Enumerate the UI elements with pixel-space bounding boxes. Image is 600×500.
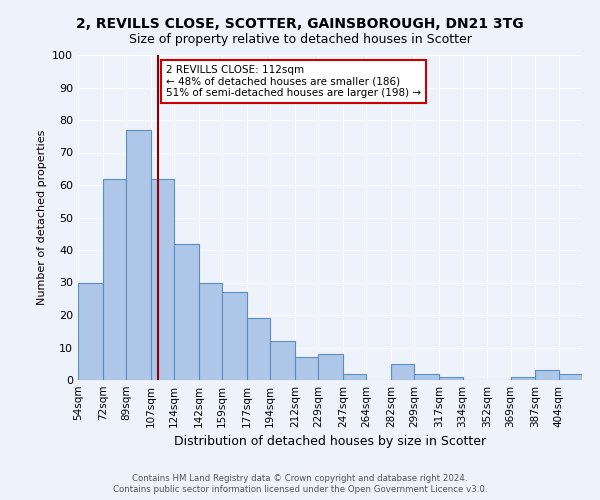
Bar <box>439 377 463 380</box>
Bar <box>151 178 174 380</box>
Bar <box>319 354 343 380</box>
Text: 2 REVILLS CLOSE: 112sqm
← 48% of detached houses are smaller (186)
51% of semi-d: 2 REVILLS CLOSE: 112sqm ← 48% of detache… <box>166 64 421 98</box>
X-axis label: Distribution of detached houses by size in Scotter: Distribution of detached houses by size … <box>174 436 486 448</box>
Text: 2, REVILLS CLOSE, SCOTTER, GAINSBOROUGH, DN21 3TG: 2, REVILLS CLOSE, SCOTTER, GAINSBOROUGH,… <box>76 18 524 32</box>
Y-axis label: Number of detached properties: Number of detached properties <box>37 130 47 305</box>
Bar <box>78 282 103 380</box>
Bar <box>415 374 439 380</box>
Bar <box>391 364 415 380</box>
Bar <box>199 282 222 380</box>
Bar <box>222 292 247 380</box>
Bar <box>247 318 270 380</box>
Bar <box>270 341 295 380</box>
Bar <box>511 377 535 380</box>
Text: Size of property relative to detached houses in Scotter: Size of property relative to detached ho… <box>128 32 472 46</box>
Bar <box>103 178 126 380</box>
Bar <box>174 244 199 380</box>
Bar <box>343 374 367 380</box>
Bar <box>559 374 582 380</box>
Bar <box>126 130 151 380</box>
Bar <box>295 357 319 380</box>
Text: Contains HM Land Registry data © Crown copyright and database right 2024.
Contai: Contains HM Land Registry data © Crown c… <box>113 474 487 494</box>
Bar <box>535 370 559 380</box>
